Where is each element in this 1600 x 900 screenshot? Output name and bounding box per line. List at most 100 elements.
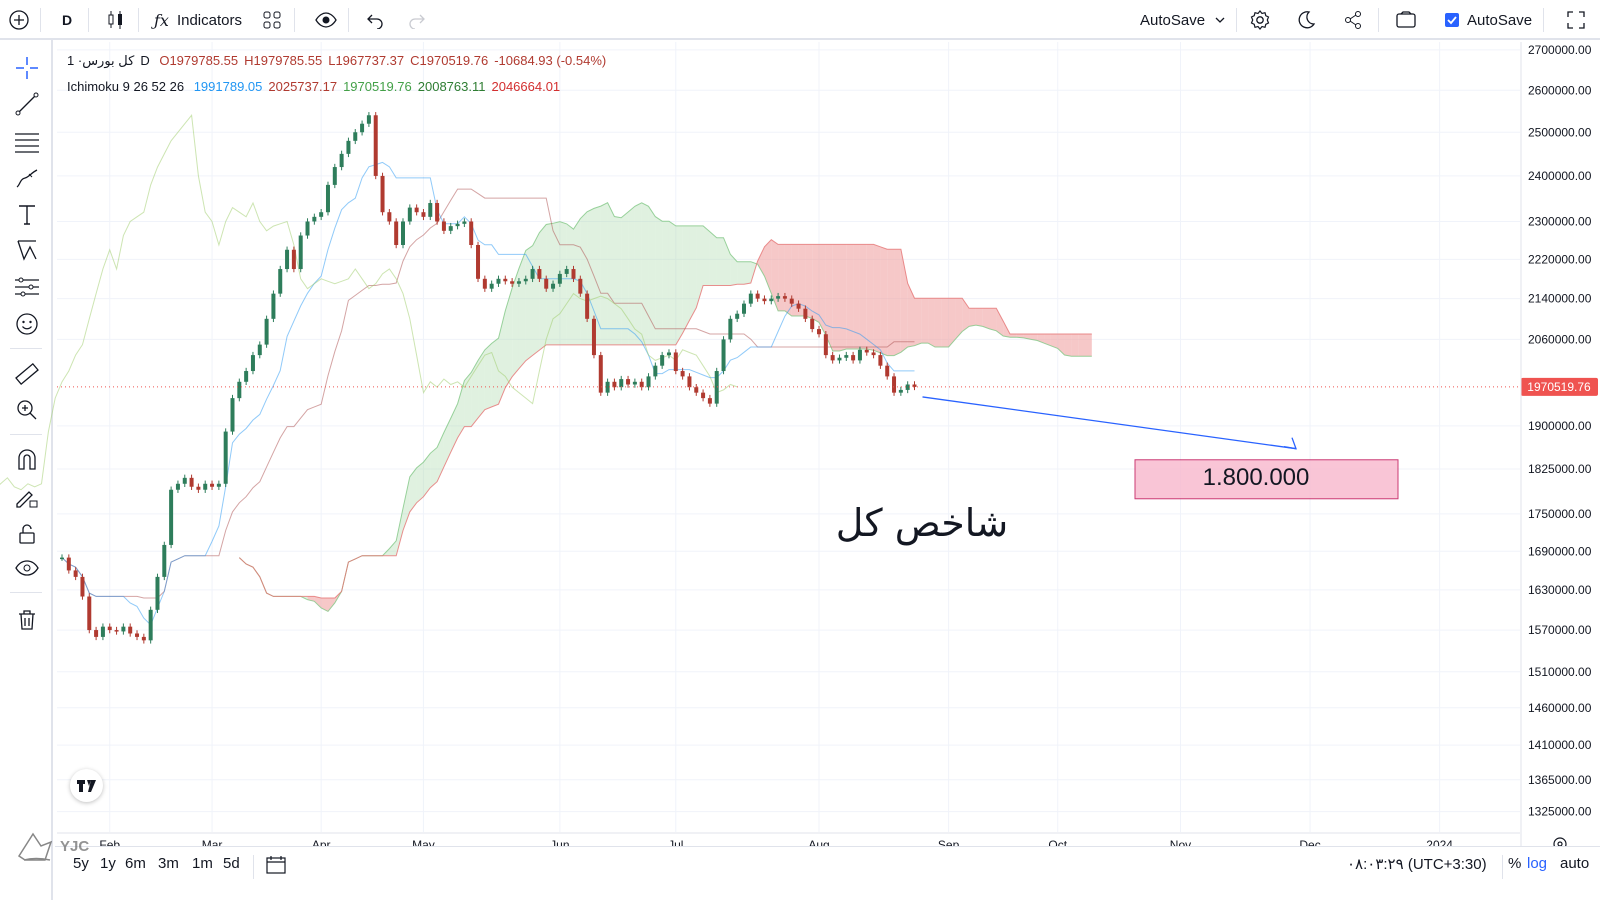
- candle-body: [701, 392, 706, 399]
- candle-body: [114, 630, 119, 632]
- cloud-segment: [634, 202, 642, 345]
- cloud-segment: [484, 343, 492, 410]
- toolbar-divider: [138, 8, 139, 32]
- cloud-segment: [403, 476, 410, 531]
- autosave-dropdown[interactable]: AutoSave: [1140, 8, 1227, 32]
- fullscreen-button[interactable]: [1566, 8, 1586, 32]
- plus-circle-icon: [9, 10, 29, 30]
- candle: [189, 474, 194, 490]
- function-icon: ƒx: [154, 10, 169, 30]
- magnet-tool[interactable]: [12, 446, 42, 474]
- range-3m-button[interactable]: 3m: [158, 855, 179, 872]
- candle-body: [830, 355, 835, 361]
- cloud-segment: [689, 225, 697, 321]
- text-tool[interactable]: [12, 200, 42, 228]
- range-1m-button[interactable]: 1m: [192, 855, 213, 872]
- goto-date-button[interactable]: [265, 855, 287, 879]
- indicators-button[interactable]: ƒx Indicators: [154, 8, 242, 32]
- chart-type-button[interactable]: [106, 8, 126, 32]
- add-symbol-button[interactable]: [8, 8, 30, 32]
- cloud-segment: [471, 360, 479, 427]
- autosave-checkbox[interactable]: AutoSave: [1445, 8, 1532, 32]
- redo-button[interactable]: [408, 8, 426, 32]
- cloud-segment: [853, 244, 860, 350]
- remove-drawings-tool[interactable]: [12, 606, 42, 634]
- candle: [516, 278, 521, 287]
- lock-drawings-tool[interactable]: [12, 520, 42, 548]
- y-tick-label: 1460000.00: [1528, 701, 1592, 715]
- ichimoku-legend-row[interactable]: Ichimoku 9 26 52 26 1991789.05 2025737.17…: [67, 78, 612, 96]
- candle-body: [857, 349, 862, 361]
- y-tick-label: 1570000.00: [1528, 623, 1592, 637]
- candle-body: [346, 140, 351, 154]
- cloud-segment: [737, 261, 744, 285]
- time-zone-button[interactable]: ۰۸:۰۳:۲۹ (UTC+3:30): [1347, 856, 1487, 873]
- candle-body: [353, 132, 358, 141]
- cloud-segment: [655, 216, 663, 345]
- pattern-icon: [17, 240, 37, 261]
- candle-body: [905, 384, 910, 390]
- candle-body: [776, 296, 781, 299]
- candle-body: [694, 387, 699, 393]
- candle: [360, 120, 365, 136]
- kijun-value: 2025737.17: [268, 79, 338, 94]
- candle-body: [210, 483, 215, 487]
- candle: [523, 275, 528, 285]
- y-tick-label: 1750000.00: [1528, 507, 1592, 521]
- candle-body: [803, 308, 808, 319]
- interval-button[interactable]: D: [62, 12, 73, 28]
- templates-button[interactable]: [262, 8, 282, 32]
- cloud-segment: [457, 380, 465, 438]
- visibility-button[interactable]: [315, 8, 337, 32]
- chart-legend: کل بورس· 1D O1979785.55 H1979785.55 L19677…: [67, 52, 612, 96]
- cloud-segment: [512, 268, 519, 377]
- candle: [60, 554, 64, 561]
- prediction-tool[interactable]: [12, 273, 42, 301]
- zoom-tool[interactable]: [12, 396, 42, 424]
- pattern-tool[interactable]: [12, 236, 42, 264]
- fib-tool[interactable]: [12, 128, 42, 156]
- candle-body: [87, 596, 92, 631]
- cloud-segment: [880, 246, 888, 356]
- crosshair-tool[interactable]: [12, 54, 42, 82]
- share-button[interactable]: [1343, 8, 1363, 32]
- trend-line-tool[interactable]: [12, 90, 42, 118]
- snapshot-button[interactable]: [1395, 8, 1417, 32]
- candle: [721, 336, 726, 375]
- range-5d-button[interactable]: 5d: [223, 855, 240, 872]
- ichimoku-label: Ichimoku 9 26 52 26: [67, 79, 185, 94]
- range-6m-button[interactable]: 6m: [125, 855, 146, 872]
- percent-scale-button[interactable]: %: [1508, 855, 1522, 872]
- candle-body: [107, 626, 112, 631]
- candle-body: [523, 278, 528, 282]
- cloud-segment: [327, 598, 335, 612]
- undo-button[interactable]: [366, 8, 384, 32]
- candlestick-series: [60, 112, 917, 644]
- range-1y-button[interactable]: 1y: [100, 855, 116, 872]
- candle: [366, 112, 371, 127]
- settings-button[interactable]: [1249, 8, 1271, 32]
- hide-drawings-tool[interactable]: [12, 555, 42, 583]
- log-scale-button[interactable]: log: [1527, 855, 1548, 872]
- stay-in-drawing-tool[interactable]: [12, 483, 42, 511]
- tradingview-logo[interactable]: [70, 769, 103, 802]
- theme-toggle-button[interactable]: [1296, 8, 1316, 32]
- candle: [100, 623, 105, 641]
- brush-tool[interactable]: [12, 164, 42, 192]
- measure-tool[interactable]: [12, 360, 42, 388]
- share-icon: [1345, 11, 1361, 29]
- auto-scale-button[interactable]: auto: [1560, 855, 1590, 872]
- ohlc-legend-row[interactable]: کل بورس· 1D O1979785.55 H1979785.55 L19677…: [67, 52, 612, 70]
- candle-body: [455, 223, 460, 227]
- cloud-segment: [941, 298, 949, 348]
- emoji-tool[interactable]: [12, 310, 42, 338]
- candle: [182, 474, 187, 487]
- undo-icon: [367, 14, 383, 29]
- candle: [448, 222, 453, 235]
- candle: [162, 541, 167, 581]
- candle: [169, 486, 174, 549]
- range-5y-button[interactable]: 5y: [73, 855, 89, 872]
- lagging-value: 1970519.76: [343, 79, 412, 94]
- candle-body: [128, 626, 133, 634]
